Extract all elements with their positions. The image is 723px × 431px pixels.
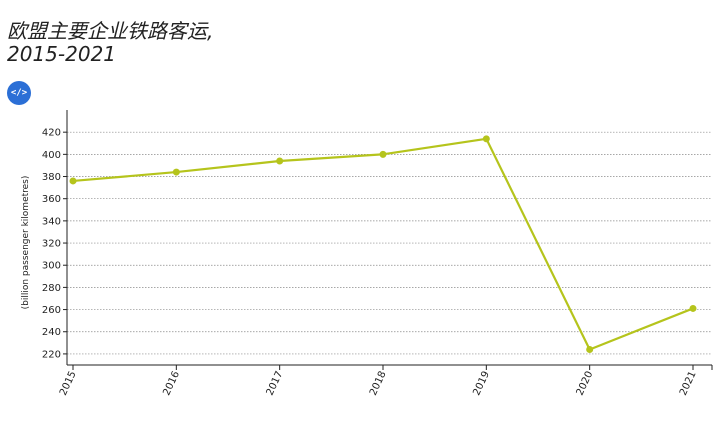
y-tick-label: 280 [42, 283, 61, 294]
data-point[interactable] [482, 135, 490, 143]
y-axis-title: (billion passenger kilometres) [21, 176, 31, 310]
x-tick-label: 2020 [575, 370, 596, 398]
embed-code-button[interactable]: </> [7, 81, 31, 105]
y-tick-label: 380 [42, 172, 61, 183]
data-point[interactable] [172, 168, 180, 176]
y-tick-label: 260 [42, 305, 61, 316]
x-tick-label: 2017 [265, 370, 286, 398]
data-point[interactable] [586, 345, 594, 353]
y-tick-label: 240 [42, 327, 61, 338]
data-point[interactable] [276, 157, 284, 165]
x-tick-label: 2015 [58, 370, 79, 398]
y-tick-label: 300 [42, 261, 61, 272]
y-axis: 220 240 260 280 300 320 340 360 380 400 420 [42, 110, 68, 365]
x-tick-label: 2018 [368, 370, 389, 398]
x-tick-label: 2016 [161, 370, 182, 398]
code-icon: </> [10, 88, 28, 98]
x-tick-label: 2019 [471, 370, 492, 398]
y-tick-label: 220 [42, 349, 61, 360]
data-point[interactable] [379, 150, 387, 158]
chart-title-line2: 2015-2021 [7, 42, 117, 66]
series-line [72, 137, 694, 351]
y-tick-label: 320 [42, 239, 61, 250]
y-tick-label: 420 [42, 128, 61, 139]
data-point[interactable] [689, 304, 697, 312]
x-axis: 2015 2016 2017 2018 2019 2020 2021 [58, 364, 713, 398]
chart-title-line1: 欧盟主要企业铁路客运, [7, 19, 214, 43]
chart-title: 欧盟主要企业铁路客运, 2015-2021 [7, 20, 213, 66]
grid-lines [67, 131, 712, 355]
data-point[interactable] [69, 177, 77, 185]
y-tick-label: 360 [42, 194, 61, 205]
series-group [69, 135, 697, 353]
x-tick-label: 2021 [678, 370, 699, 398]
y-tick-label: 400 [42, 150, 61, 161]
y-tick-label: 340 [42, 216, 61, 227]
